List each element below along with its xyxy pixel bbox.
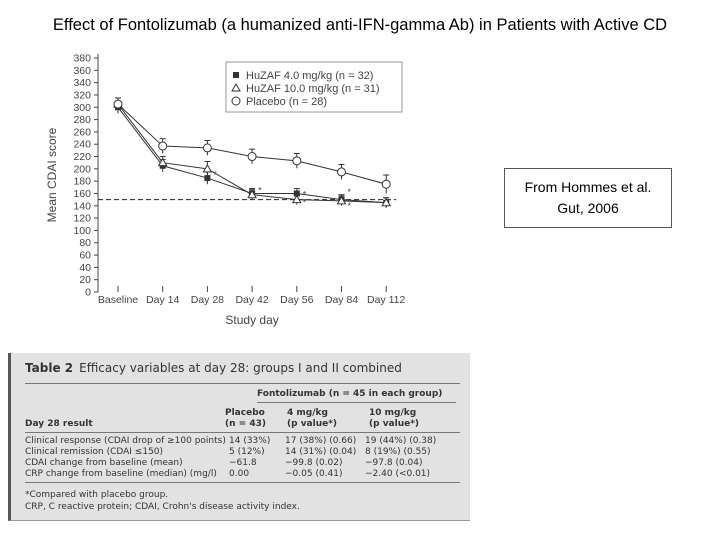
table-rule-header [25,432,460,433]
y-tick-label: 140 [73,200,91,212]
y-tick-label: 20 [79,274,91,286]
row-label: CDAI change from baseline (mean) [25,458,183,468]
reference-box: From Hommes et al. Gut, 2006 [504,168,672,228]
legend-box [225,61,403,113]
efficacy-table: Table 2 Efficacy variables at day 28: gro… [8,353,470,521]
row-4mg: 14 (31%) (0.04) [285,447,357,457]
row-10mg: 19 (44%) (0.38) [365,436,437,446]
y-tick-label: 360 [73,65,91,77]
row-4mg: −0.05 (0.41) [285,469,343,479]
y-tick-label: 60 [79,250,91,262]
data-point [157,157,168,167]
data-point [204,175,211,182]
data-point [336,195,347,205]
col-header-4mg-p: (p value*) [287,419,338,429]
significance-mark: * [348,201,352,211]
legend-marker [233,72,239,78]
significance-mark: * [348,187,352,197]
table-title: Table 2 Efficacy variables at day 28: gro… [25,361,402,375]
x-tick-label: Baseline [98,294,138,306]
footnote: CRP, C reactive protein; CDAI, Crohn's d… [25,502,300,512]
data-point [293,190,300,197]
col-header-result: Day 28 result [25,419,93,429]
table-caption: Efficacy variables at day 28: groups I a… [79,361,402,375]
reference-line-1: From Hommes et al. [524,179,652,195]
group-header-rule [257,402,456,403]
y-tick-label: 0 [85,287,91,299]
data-point [291,194,302,204]
x-tick-label: Day 14 [146,294,179,306]
legend-marker [231,82,241,92]
row-placebo: 5 (12%) [229,447,265,457]
row-label: CRP change from baseline (median) (mg/l) [25,469,217,479]
data-point [247,189,257,199]
col-header-10mg: 10 mg/kg [369,408,417,418]
row-10mg: −2.40 (<0.01) [365,469,431,479]
significance-mark: * [258,185,262,195]
footnote: *Compared with placebo group. [25,490,169,500]
legend-label: HuZAF 4.0 mg/kg (n = 32) [246,70,373,82]
legend-label: HuZAF 10.0 mg/kg (n = 31) [246,83,380,95]
row-placebo: 0.00 [229,469,250,479]
y-tick-label: 40 [79,262,91,274]
row-label: Clinical response (CDAI drop of ≥100 poi… [25,436,226,446]
y-tick-label: 180 [73,176,91,188]
data-point [247,152,257,162]
y-tick-label: 300 [73,102,91,114]
y-tick-label: 260 [73,126,91,138]
row-10mg: −97.8 (0.04) [365,458,423,468]
y-axis-title: Mean CDAI score [45,127,59,222]
x-tick-label: Day 84 [325,294,358,306]
col-header-10mg-p: (p value*) [369,419,420,429]
y-tick-label: 80 [79,237,91,249]
table-rule-bottom [25,482,460,483]
y-tick-label: 340 [73,77,91,89]
significance-mark: * [213,170,217,180]
y-tick-label: 120 [73,213,91,225]
legend-label: Placebo (n = 28) [246,96,327,108]
data-point [292,156,302,166]
x-tick-label: Day 112 [367,294,405,306]
row-label: Clinical remission (CDAI ≤150) [25,447,164,457]
y-tick-label: 280 [73,114,91,126]
y-tick-label: 100 [73,225,91,237]
y-tick-label: 200 [73,163,91,175]
data-point [381,197,392,207]
y-tick-label: 240 [73,139,91,151]
row-4mg: 17 (38%) (0.66) [285,436,357,446]
table-number: Table 2 [25,361,74,375]
data-point [158,141,168,151]
row-10mg: 8 (19%) (0.55) [365,447,431,457]
legend-marker [231,96,241,106]
col-header-placebo: Placebo [225,408,265,418]
cdai-line-chart: 0204060801001201401601802002202402602803… [45,53,406,328]
significance-mark: * [303,190,307,200]
series-3 [113,97,391,194]
x-tick-label: Day 28 [191,294,224,306]
row-placebo: 14 (33%) [229,436,271,446]
reference-line-2: Gut, 2006 [557,200,619,216]
table-rule-top [25,383,460,384]
x-tick-label: Day 42 [235,294,268,306]
data-point [337,167,346,177]
y-tick-label: 380 [73,53,91,65]
slide-title: Effect of Fontolizumab (a humanized anti… [52,16,668,34]
x-axis-title: Study day [225,313,278,327]
significance-mark: * [303,198,307,208]
row-placebo: −61.8 [229,458,257,468]
data-point [202,163,213,173]
group-header: Fontolizumab (n = 45 in each group) [257,389,443,399]
y-tick-label: 160 [73,188,91,200]
data-point [202,143,212,153]
y-tick-label: 320 [73,89,91,101]
y-tick-label: 220 [73,151,91,163]
col-header-placebo-n: (n = 43) [225,419,266,429]
col-header-4mg: 4 mg/kg [287,408,328,418]
row-4mg: −99.8 (0.02) [285,458,343,468]
data-point [381,179,391,189]
x-tick-label: Day 56 [280,294,313,306]
data-point [113,99,123,109]
